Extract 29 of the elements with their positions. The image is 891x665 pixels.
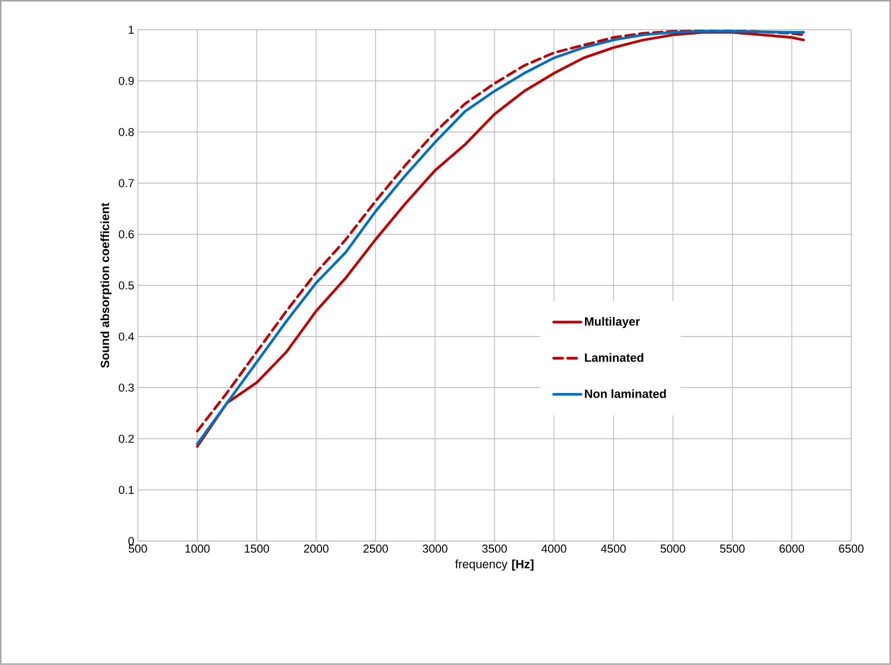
y-tick-label: 0.7 [118, 179, 134, 188]
x-axis-title: frequency [Hz] [455, 560, 534, 571]
x-tick-label: 5000 [660, 544, 686, 553]
x-tick-label: 1000 [185, 544, 210, 553]
y-tick-label: 0.4 [118, 332, 134, 341]
x-tick-label: 4500 [600, 544, 626, 553]
x-tick-label: 6500 [839, 544, 864, 553]
x-tick-label: 3500 [482, 544, 507, 553]
x-tick-label: 4000 [542, 544, 566, 553]
legend-label: Non laminated [585, 389, 666, 398]
y-tick-label: 0 [128, 537, 134, 546]
y-tick-label: 0.5 [118, 281, 134, 290]
x-tick-label: 500 [128, 544, 147, 553]
y-tick-label: 0.2 [118, 434, 134, 443]
x-tick-label: 2000 [304, 544, 328, 553]
legend-label: Laminated [585, 353, 644, 362]
y-tick-label: 0.8 [118, 128, 134, 136]
y-tick-label: 0.3 [118, 384, 134, 392]
legend-label: Multilayer [585, 317, 640, 328]
x-tick-label: 5500 [720, 544, 745, 553]
x-tick-label: 6000 [780, 544, 804, 553]
x-tick-label: 2500 [363, 544, 388, 553]
y-tick-label: 0.6 [118, 230, 134, 238]
y-axis-title: Sound absorption coefficient [100, 202, 112, 368]
x-tick-label: 1500 [244, 544, 270, 553]
y-tick-label: 0.1 [118, 486, 134, 494]
y-tick-label: 0.9 [118, 76, 134, 85]
x-tick-label: 3000 [422, 544, 448, 553]
y-tick-label: 1 [128, 26, 134, 34]
